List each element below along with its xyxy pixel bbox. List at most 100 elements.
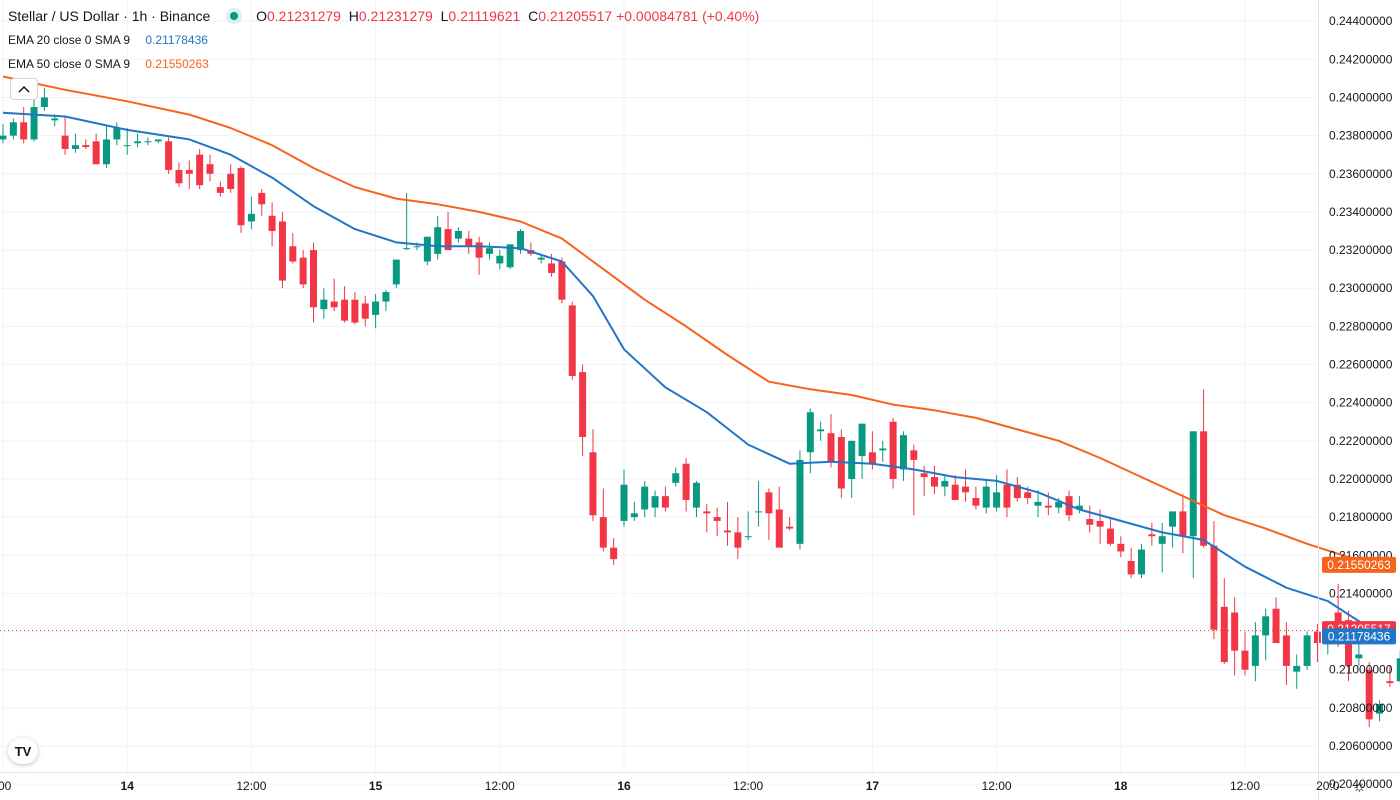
candle-body [1210,545,1218,630]
candle-body [1034,501,1042,506]
price-axis[interactable]: 0.20400000 0.20600000 0.20800000 0.21000000… [1318,0,1397,800]
candle-body [703,511,711,514]
price-tick-label: 0.22600000 [1329,358,1393,372]
market-status-icon [230,12,239,20]
candle-body [1044,505,1052,508]
candle-body [82,145,90,148]
candle-body [672,473,680,483]
time-tick-label: 12:00 [236,779,266,793]
candle-body [1148,534,1156,537]
candle-body [827,433,835,462]
candle-body [237,168,245,226]
price-tag-label: 0.21178436 [1328,629,1391,643]
chevron-up-icon [18,85,30,93]
time-tick-label: 12:00 [982,779,1012,793]
ema50-label: EMA 50 close 0 SMA 9 [8,57,131,71]
candle-body [1138,549,1145,575]
candle-body [993,492,1001,508]
candle-body [1179,511,1187,537]
candle-body [630,513,638,518]
ohlc-low: L0.21119621 [437,8,521,24]
candle-body [755,511,763,513]
candle-body [599,517,607,548]
ohlc-low-value: 0.21119621 [448,8,521,24]
candle-body [951,484,959,500]
candlestick-series [0,87,1400,727]
time-tick-label: :00 [0,779,12,793]
symbol-legend[interactable]: Stellar / US Dollar · 1h · Binance O0.21… [8,8,759,24]
candle-body [289,246,297,262]
candle-body [61,135,69,149]
candle-body [1396,658,1400,682]
candle-body [165,141,173,170]
candle-body [123,145,131,147]
candle-body [310,250,317,308]
price-tick-label: 0.23600000 [1329,167,1393,181]
candle-body [113,127,121,140]
price-tick-label: 0.23400000 [1329,205,1393,219]
candle-body [920,473,928,478]
price-tick-label: 0.24200000 [1329,52,1393,66]
price-tag-label: 0.21550263 [1327,558,1391,572]
candle-body [1355,654,1363,659]
ema20-label: EMA 20 close 0 SMA 9 [8,33,131,47]
candle-body [278,221,286,281]
candle-body [434,227,442,254]
candle-body [454,230,462,239]
candle-body [568,305,576,376]
candle-body [620,484,628,521]
price-tick-label: 0.23000000 [1329,281,1393,295]
candle-body [1096,520,1104,527]
tradingview-logo[interactable]: TV [8,738,38,764]
candle-body [413,246,421,248]
time-tick-label: 12:00 [1230,779,1260,793]
ema20-line [2,111,1391,633]
candle-body [1158,536,1166,544]
ohlc-close: C0.21205517 [524,8,612,24]
candle-body [1117,543,1125,552]
tradingview-logo-text: TV [14,743,32,759]
candle-body [154,139,162,142]
candle-body [610,547,618,560]
candle-body [734,532,742,548]
candle-body [879,448,887,451]
symbol-title[interactable]: Stellar / US Dollar · 1h · Binance [8,8,211,24]
price-tick-label: 0.22000000 [1329,472,1393,486]
candle-body [817,429,825,432]
price-tick-label: 0.22400000 [1329,396,1393,410]
candle-body [1169,511,1177,527]
candle-body [227,173,235,190]
chart-settings-gear-icon[interactable]: ☼ [1352,778,1367,795]
candle-body [775,509,783,548]
ema20-legend[interactable]: EMA 20 close 0 SMA 9 0.21178436 [8,33,208,47]
ohlc-open: O0.21231279 [256,8,341,24]
candle-body [392,259,400,285]
candle-body [485,248,493,254]
candle-body [1386,681,1394,684]
candle-body [71,145,79,149]
price-tick-label: 0.21000000 [1329,663,1393,677]
candle-body [465,238,473,247]
candle-body [1086,519,1094,525]
ohlc-change: +0.00084781 (+0.40%) [616,8,760,24]
candle-body [1262,616,1270,636]
candle-body [661,496,669,508]
candle-body [972,498,980,506]
candle-body [558,261,566,300]
candle-body [299,257,307,285]
candle-body [899,435,907,470]
candle-body [1251,635,1259,666]
price-tick-label: 0.22200000 [1329,434,1393,448]
candle-body [579,372,587,438]
price-tick-label: 0.20800000 [1329,701,1393,715]
candle-body [372,301,380,315]
ema50-line [2,75,1391,566]
candle-body [144,141,152,143]
time-axis[interactable]: :00 14 12:00 15 12:00 16 12:00 17 12:00 18 12:00 20… [0,772,1400,794]
candle-body [423,236,431,262]
collapse-legend-button[interactable] [10,78,38,100]
ema50-legend[interactable]: EMA 50 close 0 SMA 9 0.21550263 [8,57,209,71]
candle-body [92,141,100,165]
candle-body [931,477,938,487]
